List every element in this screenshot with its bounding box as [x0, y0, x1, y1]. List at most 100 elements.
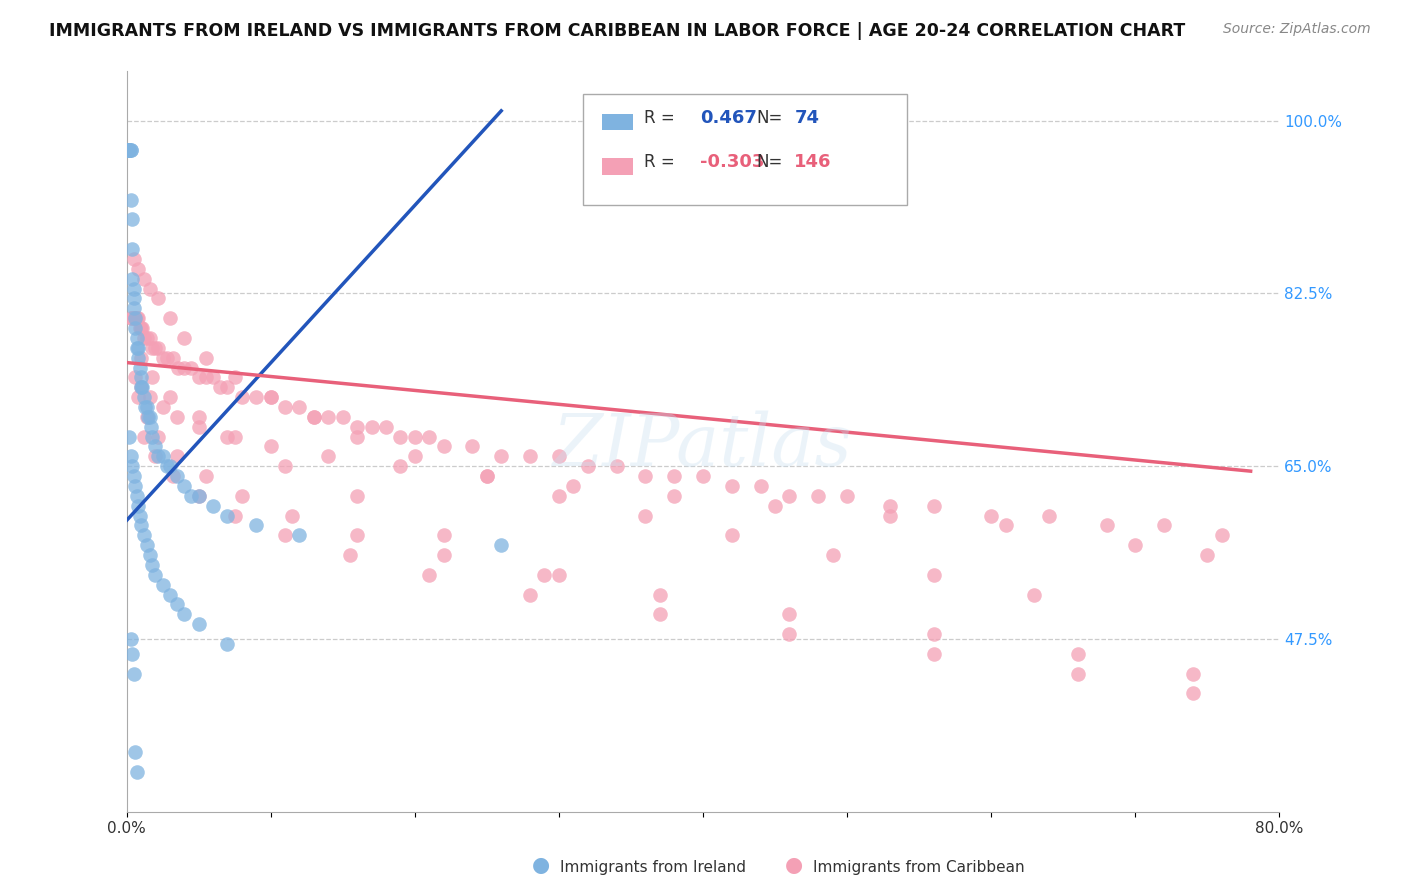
Point — [173, 331, 195, 345]
Point — [209, 380, 232, 394]
Point — [548, 489, 571, 503]
Point — [389, 459, 412, 474]
Point — [127, 261, 149, 276]
Point — [389, 429, 412, 443]
Point — [1038, 508, 1060, 523]
Point — [132, 271, 155, 285]
Point — [187, 370, 209, 384]
Point — [121, 459, 143, 474]
Point — [117, 144, 139, 158]
Point — [433, 528, 456, 542]
Point — [475, 469, 498, 483]
Text: 74: 74 — [794, 109, 820, 127]
Point — [548, 450, 571, 464]
Point — [281, 508, 304, 523]
Point — [807, 489, 830, 503]
Point — [124, 479, 146, 493]
Point — [125, 311, 148, 326]
Point — [879, 508, 901, 523]
Point — [159, 459, 181, 474]
Point — [288, 528, 311, 542]
Point — [125, 765, 148, 780]
Point — [118, 144, 141, 158]
Point — [1197, 548, 1219, 562]
Point — [122, 252, 145, 266]
Point — [318, 409, 340, 424]
Point — [475, 469, 498, 483]
Point — [288, 400, 311, 414]
Text: ●: ● — [533, 855, 550, 875]
Point — [224, 508, 246, 523]
Point — [129, 321, 152, 335]
Point — [121, 242, 143, 256]
Point — [720, 528, 742, 542]
Point — [135, 409, 157, 424]
Point — [129, 380, 152, 394]
Point — [519, 588, 541, 602]
Point — [128, 508, 150, 523]
Point — [491, 450, 513, 464]
Point — [360, 419, 382, 434]
Point — [231, 390, 253, 404]
Point — [318, 450, 340, 464]
Point — [922, 567, 945, 582]
Point — [692, 469, 714, 483]
Point — [120, 144, 142, 158]
Text: 146: 146 — [794, 153, 832, 171]
Point — [148, 429, 170, 443]
Point — [173, 479, 195, 493]
Text: R =: R = — [644, 153, 675, 171]
Point — [519, 450, 541, 464]
Point — [374, 419, 398, 434]
Point — [224, 370, 246, 384]
Text: ●: ● — [786, 855, 803, 875]
Point — [159, 390, 181, 404]
Point — [120, 144, 142, 158]
Point — [994, 518, 1017, 533]
Point — [132, 429, 155, 443]
Point — [166, 409, 188, 424]
Point — [259, 440, 281, 454]
Point — [124, 311, 146, 326]
Point — [418, 429, 440, 443]
Point — [117, 144, 139, 158]
Point — [152, 351, 174, 365]
Point — [145, 567, 166, 582]
Point — [980, 508, 1002, 523]
Point — [141, 370, 163, 384]
Point — [173, 607, 195, 622]
Point — [166, 450, 188, 464]
Point — [187, 617, 209, 632]
Point — [118, 144, 141, 158]
Point — [131, 321, 153, 335]
Point — [135, 331, 157, 345]
Point — [302, 409, 325, 424]
Point — [122, 301, 145, 316]
Point — [152, 450, 174, 464]
Point — [124, 370, 146, 384]
Point — [120, 311, 142, 326]
Point — [404, 450, 426, 464]
Point — [533, 567, 555, 582]
Point — [134, 400, 156, 414]
Point — [606, 459, 628, 474]
Point — [128, 321, 150, 335]
Point — [245, 390, 267, 404]
Point — [1211, 528, 1233, 542]
Point — [1024, 588, 1046, 602]
Point — [145, 440, 166, 454]
Point — [339, 548, 361, 562]
Point — [202, 499, 225, 513]
Point — [131, 380, 153, 394]
Point — [259, 390, 281, 404]
Point — [125, 341, 148, 355]
Point — [124, 311, 146, 326]
Point — [418, 567, 440, 582]
Point — [162, 469, 184, 483]
Point — [1125, 538, 1147, 552]
Point — [187, 409, 209, 424]
Point — [141, 429, 163, 443]
Point — [120, 450, 142, 464]
Point — [129, 351, 152, 365]
Point — [127, 311, 149, 326]
